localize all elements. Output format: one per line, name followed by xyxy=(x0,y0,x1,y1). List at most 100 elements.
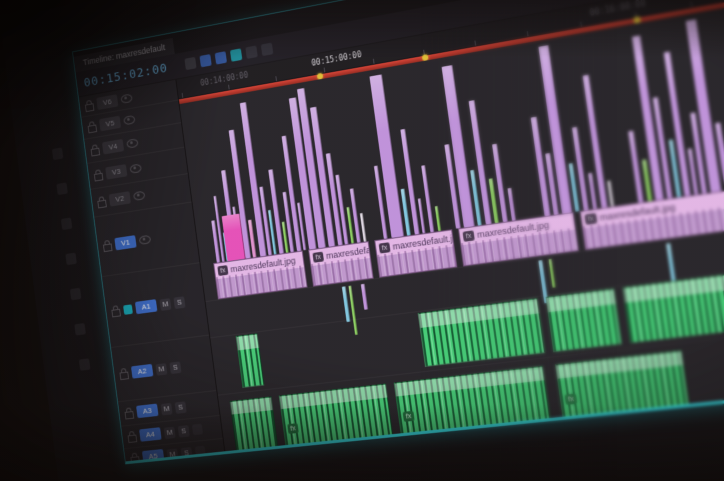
timeline-content-column: 00:14:00:00 00:15:00:00 00:16:00:00 fx maxr… xyxy=(176,0,724,453)
fx-badge-icon: fx xyxy=(378,242,391,254)
add-marker-icon[interactable] xyxy=(230,48,243,62)
solo-button[interactable]: S xyxy=(180,446,193,460)
video-clip-bar[interactable] xyxy=(507,187,517,221)
track-target-v2[interactable]: V2 xyxy=(108,191,131,207)
track-target-a5[interactable]: A5 xyxy=(141,448,165,464)
slip-tool-icon[interactable] xyxy=(69,287,82,301)
timeline-option-icon-1[interactable] xyxy=(245,45,258,59)
snap-icon[interactable] xyxy=(199,54,212,68)
track-target-v3[interactable]: V3 xyxy=(105,164,128,180)
hand-tool-icon[interactable] xyxy=(78,358,91,371)
timeline-panel: Timeline: maxresdefault 00:15:02:00 V6 V5… xyxy=(71,0,724,465)
ruler-tick xyxy=(580,21,583,27)
ripple-edit-tool-icon[interactable] xyxy=(60,217,73,231)
pen-tool-icon[interactable] xyxy=(74,323,86,336)
video-clip-bar[interactable] xyxy=(548,258,556,288)
mute-button[interactable]: M xyxy=(155,362,168,376)
video-clip-bar[interactable] xyxy=(434,205,442,232)
video-clip-bar[interactable] xyxy=(369,74,405,238)
solo-button[interactable]: S xyxy=(173,295,186,309)
fx-badge-icon: fx xyxy=(402,410,415,422)
lock-icon[interactable] xyxy=(119,371,130,380)
video-clip-bar[interactable] xyxy=(628,130,644,203)
fx-badge-icon: fx xyxy=(287,423,299,434)
fx-badge-icon: fx xyxy=(564,393,578,405)
track-target-v4[interactable]: V4 xyxy=(101,138,125,155)
voiceover-record-icon[interactable] xyxy=(123,303,133,315)
linked-selection-icon[interactable] xyxy=(214,51,228,65)
ruler-tick xyxy=(275,76,277,82)
audio-track-row-a1: A1 M S xyxy=(101,263,210,348)
audio-clip[interactable] xyxy=(235,333,265,388)
ruler-timecode-label: 00:14:00:00 xyxy=(199,70,249,88)
video-clip-bar[interactable] xyxy=(588,172,598,210)
eye-icon[interactable] xyxy=(120,93,133,104)
lock-icon[interactable] xyxy=(130,455,140,465)
eye-icon[interactable] xyxy=(126,138,139,149)
lock-icon[interactable] xyxy=(93,172,104,182)
lock-icon[interactable] xyxy=(124,410,135,420)
ruler-tick xyxy=(372,58,375,64)
video-clip-bar[interactable] xyxy=(607,180,615,207)
solo-button[interactable]: S xyxy=(174,400,187,414)
track-meter-icon xyxy=(191,423,204,436)
clip-label: maxresdefault.jpg xyxy=(229,255,297,275)
lock-icon[interactable] xyxy=(87,124,98,133)
track-target-v5[interactable]: V5 xyxy=(98,115,122,132)
video-clip-bar[interactable] xyxy=(360,283,369,310)
selection-tool-icon[interactable] xyxy=(51,147,64,161)
fx-badge-icon: fx xyxy=(584,213,598,225)
eye-icon[interactable] xyxy=(133,190,146,201)
lock-icon[interactable] xyxy=(90,147,101,157)
timeline-settings-icon[interactable] xyxy=(184,56,197,71)
ruler-timecode-label: 00:16:00:00 xyxy=(589,0,647,18)
video-clip-bar[interactable] xyxy=(400,128,420,235)
track-target-a4[interactable]: A4 xyxy=(139,427,162,442)
video-clip-bar[interactable] xyxy=(582,74,608,209)
mute-button[interactable]: M xyxy=(160,402,173,415)
mute-button[interactable]: M xyxy=(159,297,172,311)
video-clip-bar[interactable] xyxy=(348,285,358,336)
solo-button[interactable]: S xyxy=(177,424,190,438)
ruler-tick xyxy=(690,1,693,8)
track-lane-separator xyxy=(233,450,724,453)
track-target-a3[interactable]: A3 xyxy=(136,403,159,419)
audio-track-row-a6: A6MS xyxy=(126,459,229,465)
ruler-timecode-label: 00:15:00:00 xyxy=(310,50,363,68)
track-target-a1[interactable]: A1 xyxy=(134,299,158,315)
track-target-v6[interactable]: V6 xyxy=(96,94,119,111)
track-target-a2[interactable]: A2 xyxy=(130,363,154,379)
fx-badge-icon: fx xyxy=(462,230,475,242)
ruler-tick xyxy=(228,84,230,90)
lock-icon[interactable] xyxy=(97,199,107,208)
lock-icon[interactable] xyxy=(84,102,95,112)
mute-button[interactable]: M xyxy=(163,426,176,439)
ruler-tick xyxy=(181,92,184,98)
audio-clip[interactable]: fx xyxy=(555,350,690,418)
audio-clip[interactable] xyxy=(229,396,279,452)
track-meter-icon xyxy=(194,445,206,458)
fx-badge-icon: fx xyxy=(217,265,229,277)
fx-badge-icon: fx xyxy=(312,251,325,263)
eye-icon[interactable] xyxy=(138,234,152,245)
mute-button[interactable]: M xyxy=(166,448,179,461)
audio-clip[interactable] xyxy=(545,288,623,353)
audio-clip[interactable]: fx xyxy=(393,365,551,435)
track-target-v1[interactable]: V1 xyxy=(114,235,137,251)
audio-clip[interactable]: fx xyxy=(278,383,394,447)
ruler-tick xyxy=(526,31,529,37)
lock-icon[interactable] xyxy=(127,434,138,443)
ruler-tick xyxy=(323,67,326,73)
ruler-tick xyxy=(474,40,477,46)
solo-button[interactable]: S xyxy=(169,360,182,374)
lock-icon[interactable] xyxy=(102,242,113,252)
eye-icon[interactable] xyxy=(129,163,142,174)
timeline-option-icon-2[interactable] xyxy=(260,42,274,57)
video-clip-bar[interactable] xyxy=(359,212,367,242)
razor-tool-icon[interactable] xyxy=(65,252,77,266)
lock-icon[interactable] xyxy=(111,308,121,317)
track-select-tool-icon[interactable] xyxy=(56,182,68,196)
eye-icon[interactable] xyxy=(123,114,136,126)
